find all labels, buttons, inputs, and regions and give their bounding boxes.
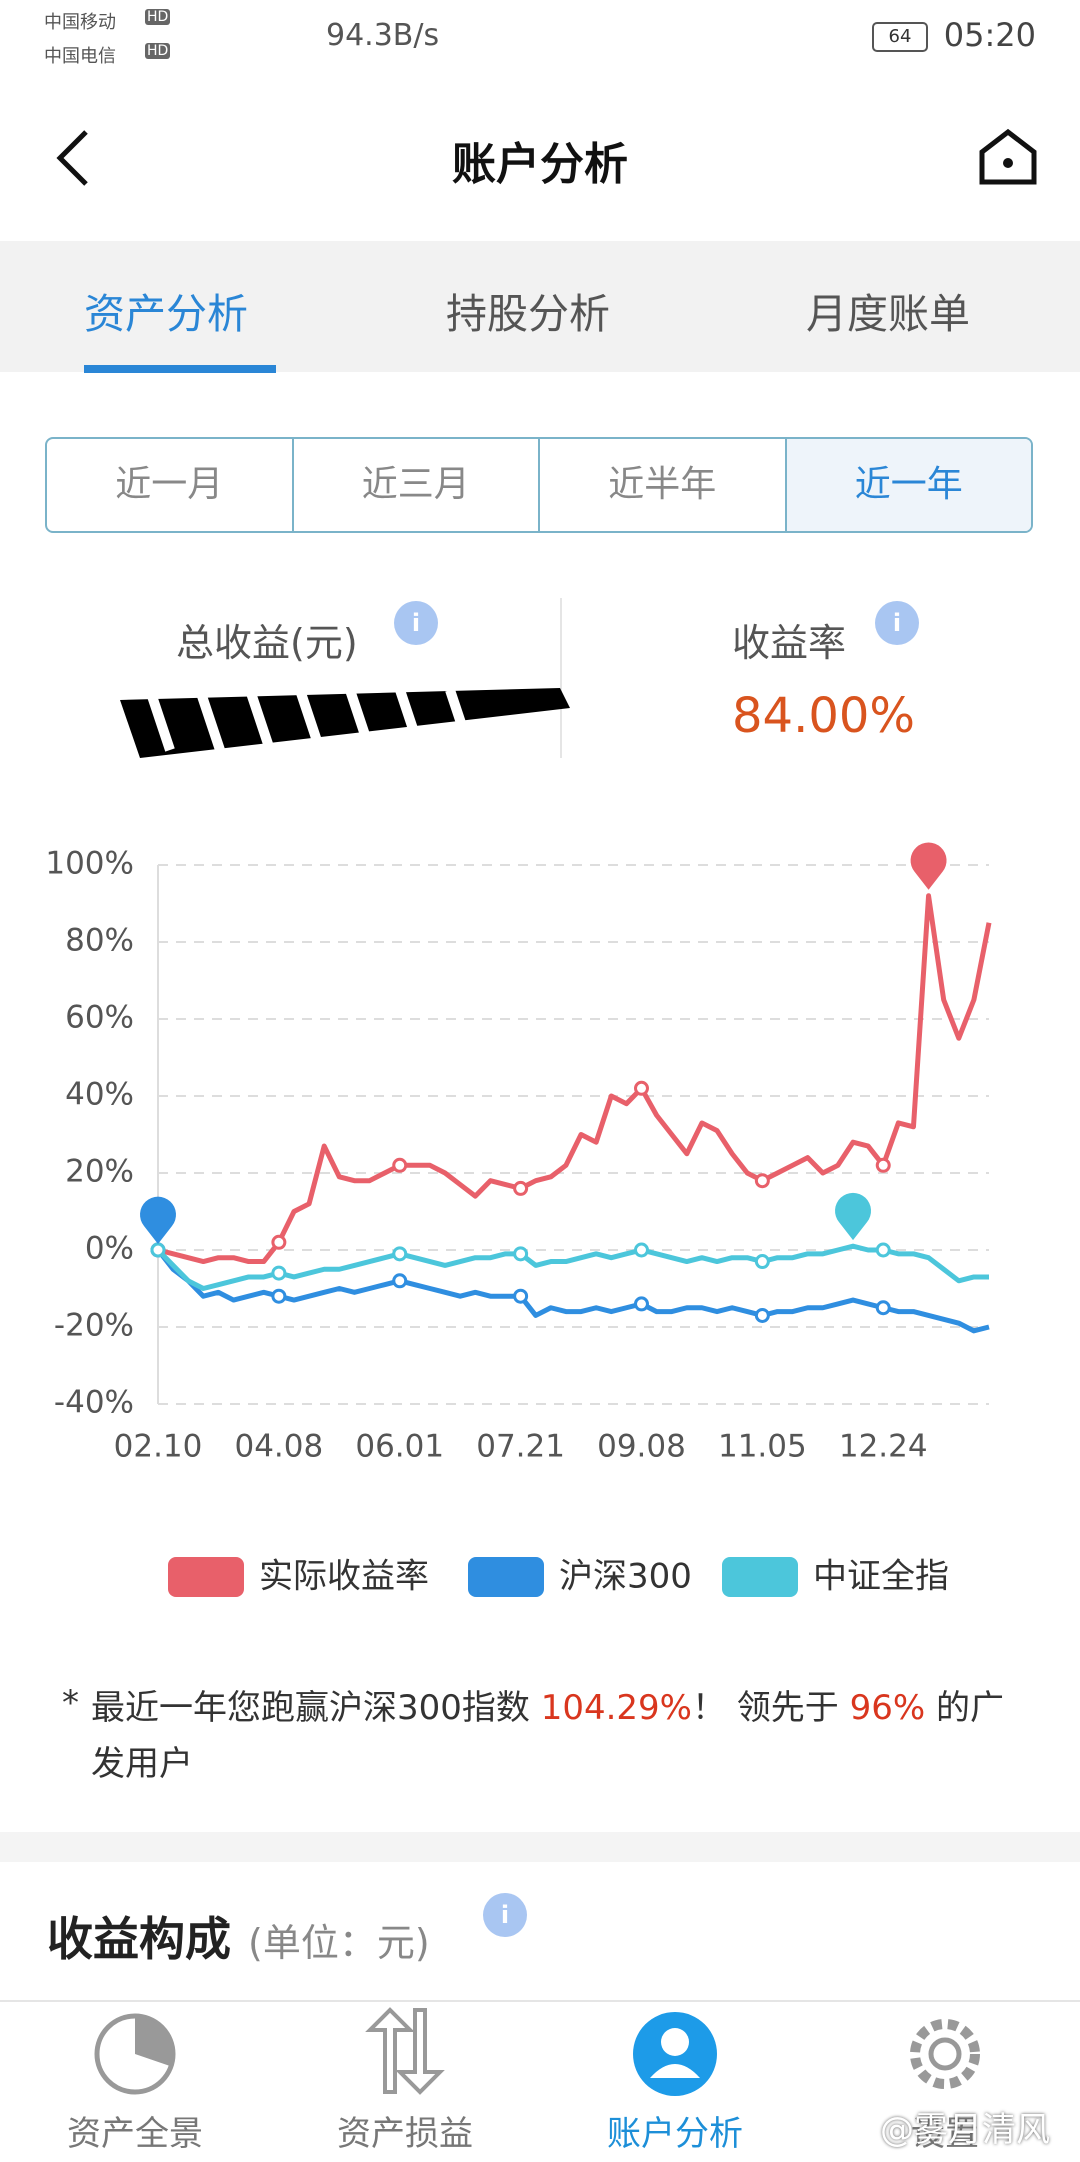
tab[interactable]: 资产分析 [84,290,248,338]
legend-label: 沪深300 [559,1557,692,1597]
point [875,1157,891,1173]
point [633,1296,649,1312]
legend-swatch [168,1557,244,1597]
point [271,1265,287,1281]
nav-icons [94,2007,980,2096]
pin [910,842,947,890]
section-unit: (单位：元) [248,1921,430,1965]
legend-swatch [468,1557,544,1597]
nav-item[interactable]: 资产全景 [67,2114,203,2154]
point [513,1180,529,1196]
tab-underline [84,365,276,373]
period-selector: 近一月 近三月 近半年 近一年 [45,437,1033,533]
summary-deco: i i [120,598,919,758]
y-tick-label: 40% [65,1077,134,1113]
legend-swatch [722,1557,798,1597]
svg-text:i: i [412,609,420,637]
y-tick-label: -40% [54,1385,134,1421]
pin [835,1192,872,1241]
point [513,1288,529,1304]
point [392,1157,408,1173]
carrier: 中国电信 [44,46,116,67]
total-label: 总收益(元) [176,621,358,665]
x-tick-label: 07.21 [476,1429,565,1465]
nav-item[interactable]: 设置 [911,2114,979,2154]
info[interactable] [394,601,438,645]
pin [140,1196,176,1244]
y-tick-label: 60% [65,1000,134,1036]
tab[interactable]: 持股分析 [446,290,610,338]
nav-bar [0,2000,1080,2162]
legend-label: 实际收益率 [259,1557,429,1597]
period[interactable]: 近三月 [294,439,540,531]
y-tick-label: 80% [65,923,134,959]
section-title: 收益构成 [47,1912,231,1966]
point [754,1254,770,1270]
point [150,1242,166,1258]
back[interactable] [56,130,88,186]
series-line [156,1243,989,1291]
svg-text:i: i [893,609,901,637]
period[interactable]: 近一年 [786,439,1031,531]
tab-bar [0,241,1080,372]
page-title: 账户分析 [452,139,628,190]
point [271,1288,287,1304]
info[interactable]: i [480,1890,530,1940]
svg-text:i: i [501,1901,509,1929]
x-tick-label: 12.24 [839,1429,928,1465]
series-line [157,893,992,1265]
watermark: @雾月清风 [880,2110,1050,2150]
x-tick-label: 04.08 [234,1429,323,1465]
point [633,1080,649,1096]
x-tick-label: 02.10 [114,1429,203,1465]
legend-label: 中证全指 [813,1557,949,1597]
nav-item[interactable]: 资产损益 [337,2114,473,2154]
note-text: 的广发用户 [91,1688,1005,1784]
info[interactable] [875,601,919,645]
point [754,1307,770,1323]
note-value: 96% [849,1688,926,1728]
home-dot [1003,158,1013,168]
period[interactable]: 近一月 [47,439,294,531]
note-text: 最近一年您跑赢沪深300指数 [91,1688,530,1728]
y-tick-label: 0% [85,1231,134,1267]
chart: -40% -20% 0% 20% 40% 60% 80% 100% 02.10 04.08 06.0… [45,842,992,1597]
period[interactable]: 近半年 [540,439,787,531]
time: 05:20 [943,16,1036,54]
point [392,1273,408,1289]
point [271,1234,287,1250]
point [392,1246,408,1262]
point [513,1246,529,1262]
battery: 64 [872,22,928,52]
hd: HD [145,9,171,25]
separator [0,1832,1080,1862]
y-tick-label: -20% [54,1308,134,1344]
note-value: 104.29% [540,1688,692,1728]
x-tick-label: 06.01 [355,1429,444,1465]
series-line [156,1248,990,1334]
header-icons [56,128,1037,186]
y-tick-label: 20% [65,1154,134,1190]
x-tick-label: 09.08 [597,1429,686,1465]
note-star: * [62,1683,79,1723]
nav-item[interactable]: 账户分析 [607,2114,743,2154]
carrier: 中国移动 [44,12,116,33]
home[interactable] [979,128,1037,185]
note: 最近一年您跑赢沪深300指数 104.29%！ 领先于 96% 的广发用户 [91,1680,1021,1792]
net-speed: 94.3B/s [326,18,440,53]
point [875,1300,891,1316]
redacted-pattern [145,688,475,752]
point [875,1242,891,1258]
point [633,1242,649,1258]
y-tick-label: 100% [45,846,134,882]
rate-label: 收益率 [732,621,847,665]
point [754,1173,770,1189]
hd: HD [145,43,171,59]
note-text: ！ 领先于 [692,1688,839,1728]
rate-value: 84.00% [732,688,916,744]
tab[interactable]: 月度账单 [806,290,970,338]
x-tick-label: 11.05 [718,1429,807,1465]
